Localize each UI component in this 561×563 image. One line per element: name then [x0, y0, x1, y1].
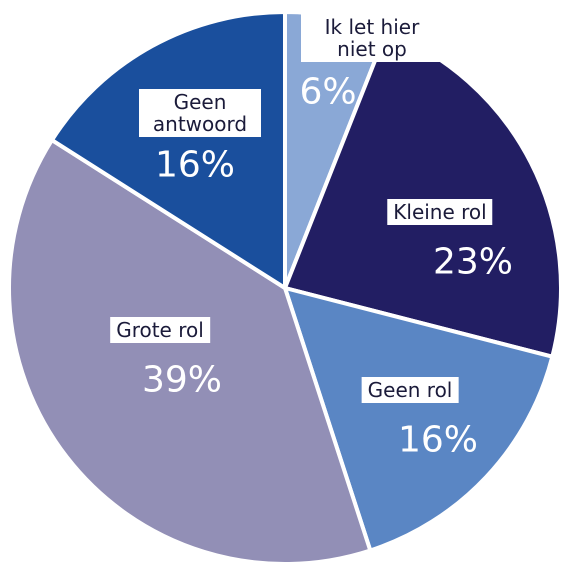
pie-slice [7, 137, 373, 563]
slice-label: Grote rol [110, 317, 210, 343]
pie-slice [49, 9, 287, 292]
value-label: 16% [397, 419, 479, 461]
slice-label: Kleine rol [387, 199, 493, 225]
value-label: 6% [299, 71, 357, 113]
pie-slice [281, 285, 555, 554]
slice-label: Geen antwoord [139, 89, 261, 137]
value-label: 39% [141, 359, 223, 401]
slice-label: Geen rol [361, 377, 459, 403]
value-label: 16% [154, 144, 236, 186]
slice-label: Ik let hier niet op [301, 14, 443, 62]
value-label: 23% [432, 241, 514, 283]
